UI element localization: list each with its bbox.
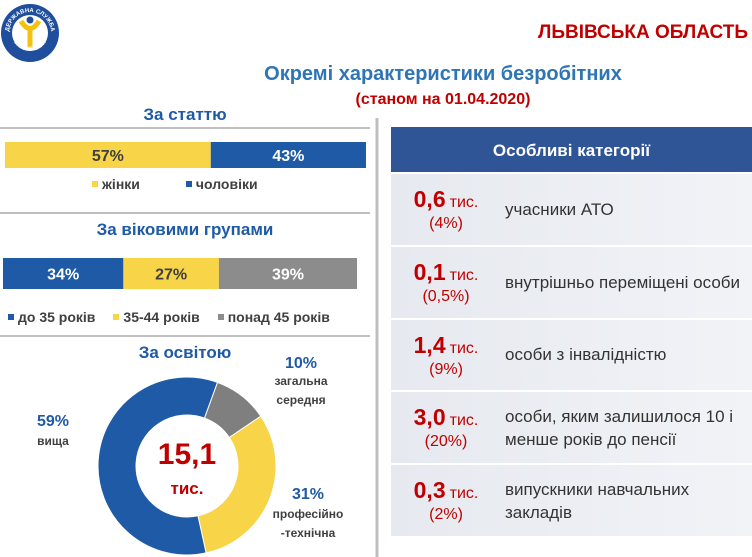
bar-segment xyxy=(5,142,211,168)
category-row: 1,4 тис. (9%) особи з інвалідністю xyxy=(391,319,752,391)
legend-label: понад 45 років xyxy=(227,309,330,325)
category-figure: 3,0 тис. (20%) xyxy=(391,404,501,451)
category-label: випускники навчальних закладів xyxy=(505,479,690,522)
category-label: особи з інвалідністю xyxy=(505,345,667,365)
category-share: (0,5%) xyxy=(422,287,470,305)
category-value: 0,3 xyxy=(413,477,446,504)
category-figure: 0,3 тис. (2%) xyxy=(391,477,501,524)
section-title: За статтю xyxy=(143,105,227,124)
legend: жінки чоловіки xyxy=(92,176,258,192)
slice-label: вища xyxy=(37,434,69,448)
slice-label: загальна середня xyxy=(274,374,328,407)
category-label: учасники АТО xyxy=(505,199,614,219)
category-row: 0,3 тис. (2%) випускники навчальних закладі… xyxy=(391,465,752,536)
bar-label: 57% xyxy=(92,148,124,165)
legend-swatch xyxy=(185,181,192,187)
figure-line: 0,6 тис. xyxy=(391,186,501,213)
category-figure: 1,4 тис. (9%) xyxy=(391,332,501,379)
bar-segment xyxy=(3,258,124,289)
section-title: За віковими групами xyxy=(96,220,274,239)
legend-item: 35-44 років xyxy=(113,309,200,325)
figure-line: 3,0 тис. xyxy=(391,404,501,431)
donut-slice xyxy=(197,415,277,554)
category-row: 0,6 тис. (4%) учасники АТО xyxy=(391,174,752,245)
bar-label: 43% xyxy=(272,148,304,165)
center-value: 15,1 xyxy=(158,438,216,471)
legend-swatch xyxy=(8,314,14,320)
category-share: (4%) xyxy=(429,215,463,232)
legend-item: понад 45 років xyxy=(217,309,330,325)
figure-line: 0,3 тис. xyxy=(391,477,501,504)
region: ЛЬВІВСЬКА ОБЛАСТЬ xyxy=(537,22,748,43)
legend-label: 35-44 років xyxy=(123,309,200,325)
legend-label: чоловіки xyxy=(195,176,258,192)
center-unit: тис. xyxy=(171,479,204,498)
category-value: 3,0 xyxy=(413,404,446,431)
logo-head xyxy=(26,16,34,24)
donut-center xyxy=(138,417,236,515)
figure-line: 1,4 тис. xyxy=(391,332,501,359)
title: Окремі характеристики безробітних xyxy=(264,63,622,85)
legend-label: до 35 років xyxy=(18,309,96,325)
category-unit: тис. xyxy=(449,266,479,284)
donut-slice xyxy=(97,376,219,556)
category-row: 3,0 тис. (20%) особи, яким залишилося 10 і … xyxy=(391,392,752,464)
bar-label: 34% xyxy=(47,267,79,284)
bar-segment xyxy=(218,258,357,289)
legend-swatch xyxy=(217,314,224,320)
bar-label: 39% xyxy=(272,267,304,284)
slice-value: 10% xyxy=(284,355,318,372)
category-label: особи, яким залишилося 10 і менше років … xyxy=(505,406,734,449)
logo-figure xyxy=(18,19,42,48)
category-share: (20%) xyxy=(424,433,468,451)
subtitle: (станом на 01.04.2020) xyxy=(355,91,531,108)
category-unit: тис. xyxy=(449,339,479,357)
category-share: (9%) xyxy=(429,360,463,378)
figure-line: 0,1 тис. xyxy=(391,259,501,286)
slice-label: професійно -технічна xyxy=(272,507,344,540)
category-unit: тис. xyxy=(449,194,479,211)
category-value: 0,1 xyxy=(413,258,446,285)
bar-label: 27% xyxy=(155,267,187,284)
category-figure: 0,6 тис. (4%) xyxy=(391,186,501,233)
category-value: 0,6 xyxy=(413,186,446,212)
category-row: 0,1 тис. (0,5%) внутрішньо переміщені особи xyxy=(391,246,752,318)
category-share: (2%) xyxy=(429,506,463,524)
legend-swatch xyxy=(113,314,120,320)
bar-segment xyxy=(123,258,219,289)
bar-segment xyxy=(210,142,366,168)
category-unit: тис. xyxy=(449,412,479,430)
slice-value: 59% xyxy=(36,413,70,430)
panel-header xyxy=(391,127,752,172)
legend-label: жінки xyxy=(102,176,140,192)
slice-value: 31% xyxy=(291,486,325,503)
category-unit: тис. xyxy=(449,485,479,503)
category-value: 1,4 xyxy=(413,331,446,358)
section-title: За освітою xyxy=(138,343,232,362)
panel-title: Особливі категорії xyxy=(492,141,651,160)
legend-item: жінки xyxy=(92,176,140,192)
legend: до 35 років 35-44 років понад 45 років xyxy=(8,309,330,325)
legend-swatch xyxy=(92,181,98,187)
legend-item: до 35 років xyxy=(8,309,95,325)
category-label: внутрішньо переміщені особи xyxy=(505,272,741,292)
category-figure: 0,1 тис. (0,5%) xyxy=(391,259,501,306)
legend-item: чоловіки xyxy=(185,176,258,192)
